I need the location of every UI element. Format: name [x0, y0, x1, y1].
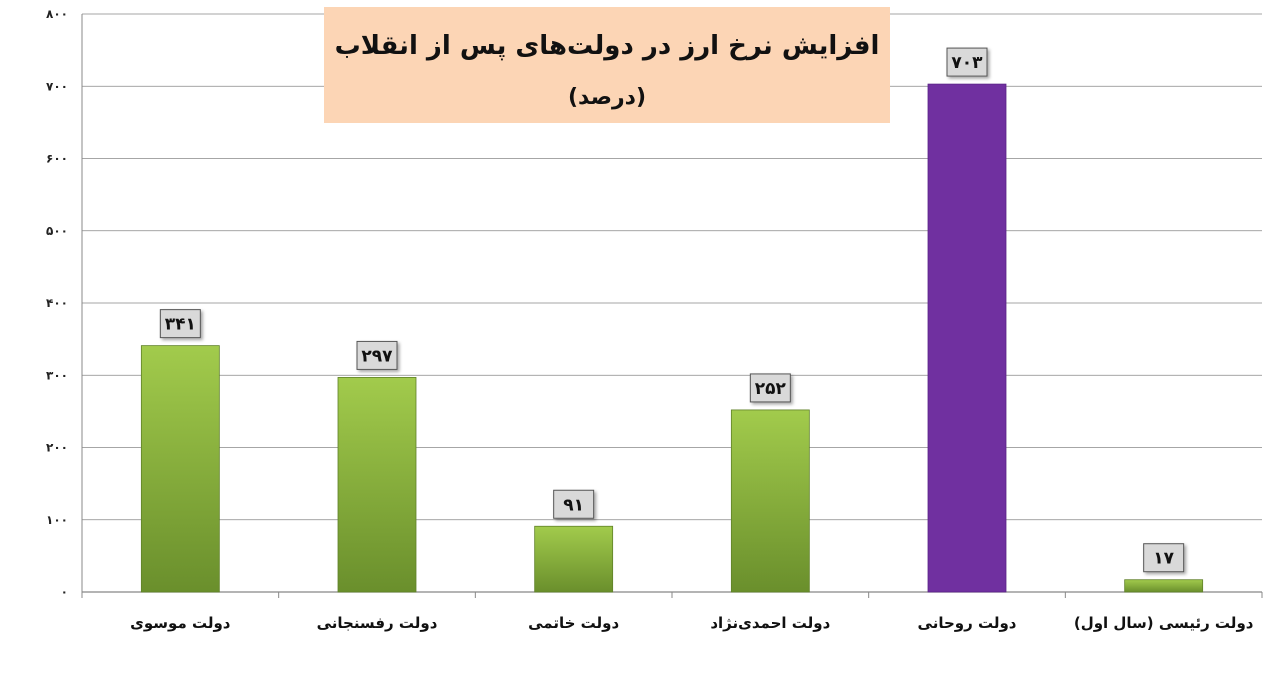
data-label: ۷۰۳: [951, 53, 983, 73]
y-axis-ticks: ۰ ۱۰۰ ۲۰۰ ۳۰۰ ۴۰۰ ۵۰۰ ۶۰۰ ۷۰۰ ۸۰۰: [46, 7, 83, 599]
data-label-box: [159, 309, 201, 339]
y-tick-label: ۲۰۰: [46, 441, 68, 455]
data-label: ۹۱: [563, 495, 584, 515]
data-label-box: [553, 489, 595, 519]
bar: [337, 377, 417, 593]
bar: [927, 83, 1007, 593]
category-label: دولت خاتمی: [528, 614, 619, 632]
y-tick-label: ۶۰۰: [46, 152, 68, 166]
y-tick-label: ۷۰۰: [46, 79, 68, 93]
y-tick-label: ۰: [61, 585, 68, 599]
x-axis: دولت موسوی دولت رفسنجانی دولت خاتمی دولت اح…: [81, 592, 1263, 632]
data-labels: ۳۴۱ ۲۹۷ ۹۱ ۲۵۲ ۷۰۳ ۱۷: [159, 47, 1185, 573]
bar: [534, 525, 614, 593]
data-label: ۲۹۷: [361, 346, 393, 366]
data-label-box: [749, 373, 791, 403]
y-tick-label: ۴۰۰: [46, 296, 68, 310]
category-label: دولت موسوی: [130, 614, 231, 632]
chart-subtitle: (درصد): [568, 85, 646, 110]
y-tick-label: ۳۰۰: [46, 368, 68, 382]
y-tick-label: ۱۰۰: [46, 513, 68, 527]
chart-title: افزایش نرخ ارز در دولت‌های پس از انقلاب: [335, 31, 880, 61]
bars: [140, 83, 1204, 593]
category-label: دولت احمدی‌نژاد: [710, 614, 830, 632]
data-label-box: [1143, 543, 1185, 573]
category-label: دولت روحانی: [918, 614, 1017, 632]
data-label: ۳۴۱: [165, 315, 196, 335]
bar: [140, 345, 220, 593]
y-tick-label: ۵۰۰: [46, 224, 68, 238]
bar: [730, 409, 810, 593]
title-box: افزایش نرخ ارز در دولت‌های پس از انقلاب …: [324, 7, 890, 123]
title-background: [324, 7, 890, 123]
data-label: ۱۷: [1153, 549, 1174, 569]
data-label-box: [356, 340, 398, 370]
data-label-box: [946, 47, 988, 77]
bar: [1124, 579, 1204, 593]
category-label: دولت رئیسی (سال اول): [1074, 614, 1254, 632]
data-label: ۲۵۲: [755, 379, 787, 399]
y-tick-label: ۸۰۰: [46, 7, 68, 21]
category-label: دولت رفسنجانی: [317, 614, 438, 632]
